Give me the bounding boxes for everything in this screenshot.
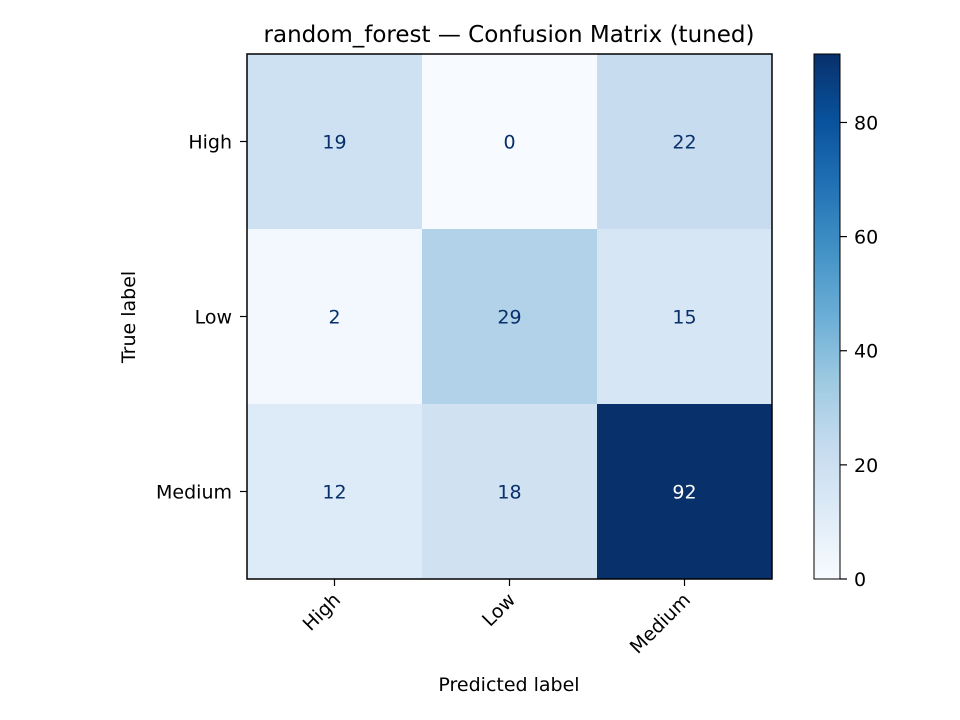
matrix-cells <box>247 54 773 580</box>
matrix-cell <box>422 229 598 405</box>
cell-value-label: 22 <box>672 132 696 154</box>
y-tick-label: High <box>188 132 232 154</box>
cell-value-label: 12 <box>322 482 346 504</box>
colorbar-tick-label: 0 <box>854 569 866 591</box>
matrix-cell <box>597 229 773 405</box>
x-tick-label: Medium <box>626 589 695 658</box>
matrix-cell <box>247 229 423 405</box>
x-tick-label: High <box>299 589 345 635</box>
cell-value-label: 15 <box>672 307 696 329</box>
cell-value-label: 18 <box>497 482 521 504</box>
colorbar-tick-label: 40 <box>854 341 878 363</box>
y-axis-label: True label <box>118 271 140 364</box>
x-axis-label: Predicted label <box>438 674 579 696</box>
colorbar-tick-label: 20 <box>854 455 878 477</box>
cell-value-label: 0 <box>503 132 515 154</box>
colorbar <box>813 53 841 580</box>
cell-value-label: 2 <box>328 307 340 329</box>
matrix-cell <box>422 404 598 580</box>
y-axis-ticks: High Low Medium <box>156 132 247 504</box>
cell-value-label: 92 <box>672 482 696 504</box>
x-tick-label: Low <box>478 589 520 631</box>
y-tick-label: Medium <box>156 482 232 504</box>
colorbar-ticks: 0 20 40 60 80 <box>840 112 878 591</box>
y-tick-label: Low <box>195 307 232 329</box>
x-axis-ticks: High Low Medium <box>299 579 695 658</box>
cell-value-label: 19 <box>322 132 346 154</box>
colorbar-tick-label: 60 <box>854 227 878 249</box>
matrix-cell <box>597 404 773 580</box>
matrix-cell <box>422 54 598 230</box>
colorbar-tick-label: 80 <box>854 112 878 134</box>
cell-value-label: 29 <box>497 307 521 329</box>
matrix-cell <box>597 54 773 230</box>
matrix-cell <box>247 404 423 580</box>
matrix-cell <box>247 54 423 230</box>
chart-title: random_forest — Confusion Matrix (tuned) <box>264 22 755 48</box>
